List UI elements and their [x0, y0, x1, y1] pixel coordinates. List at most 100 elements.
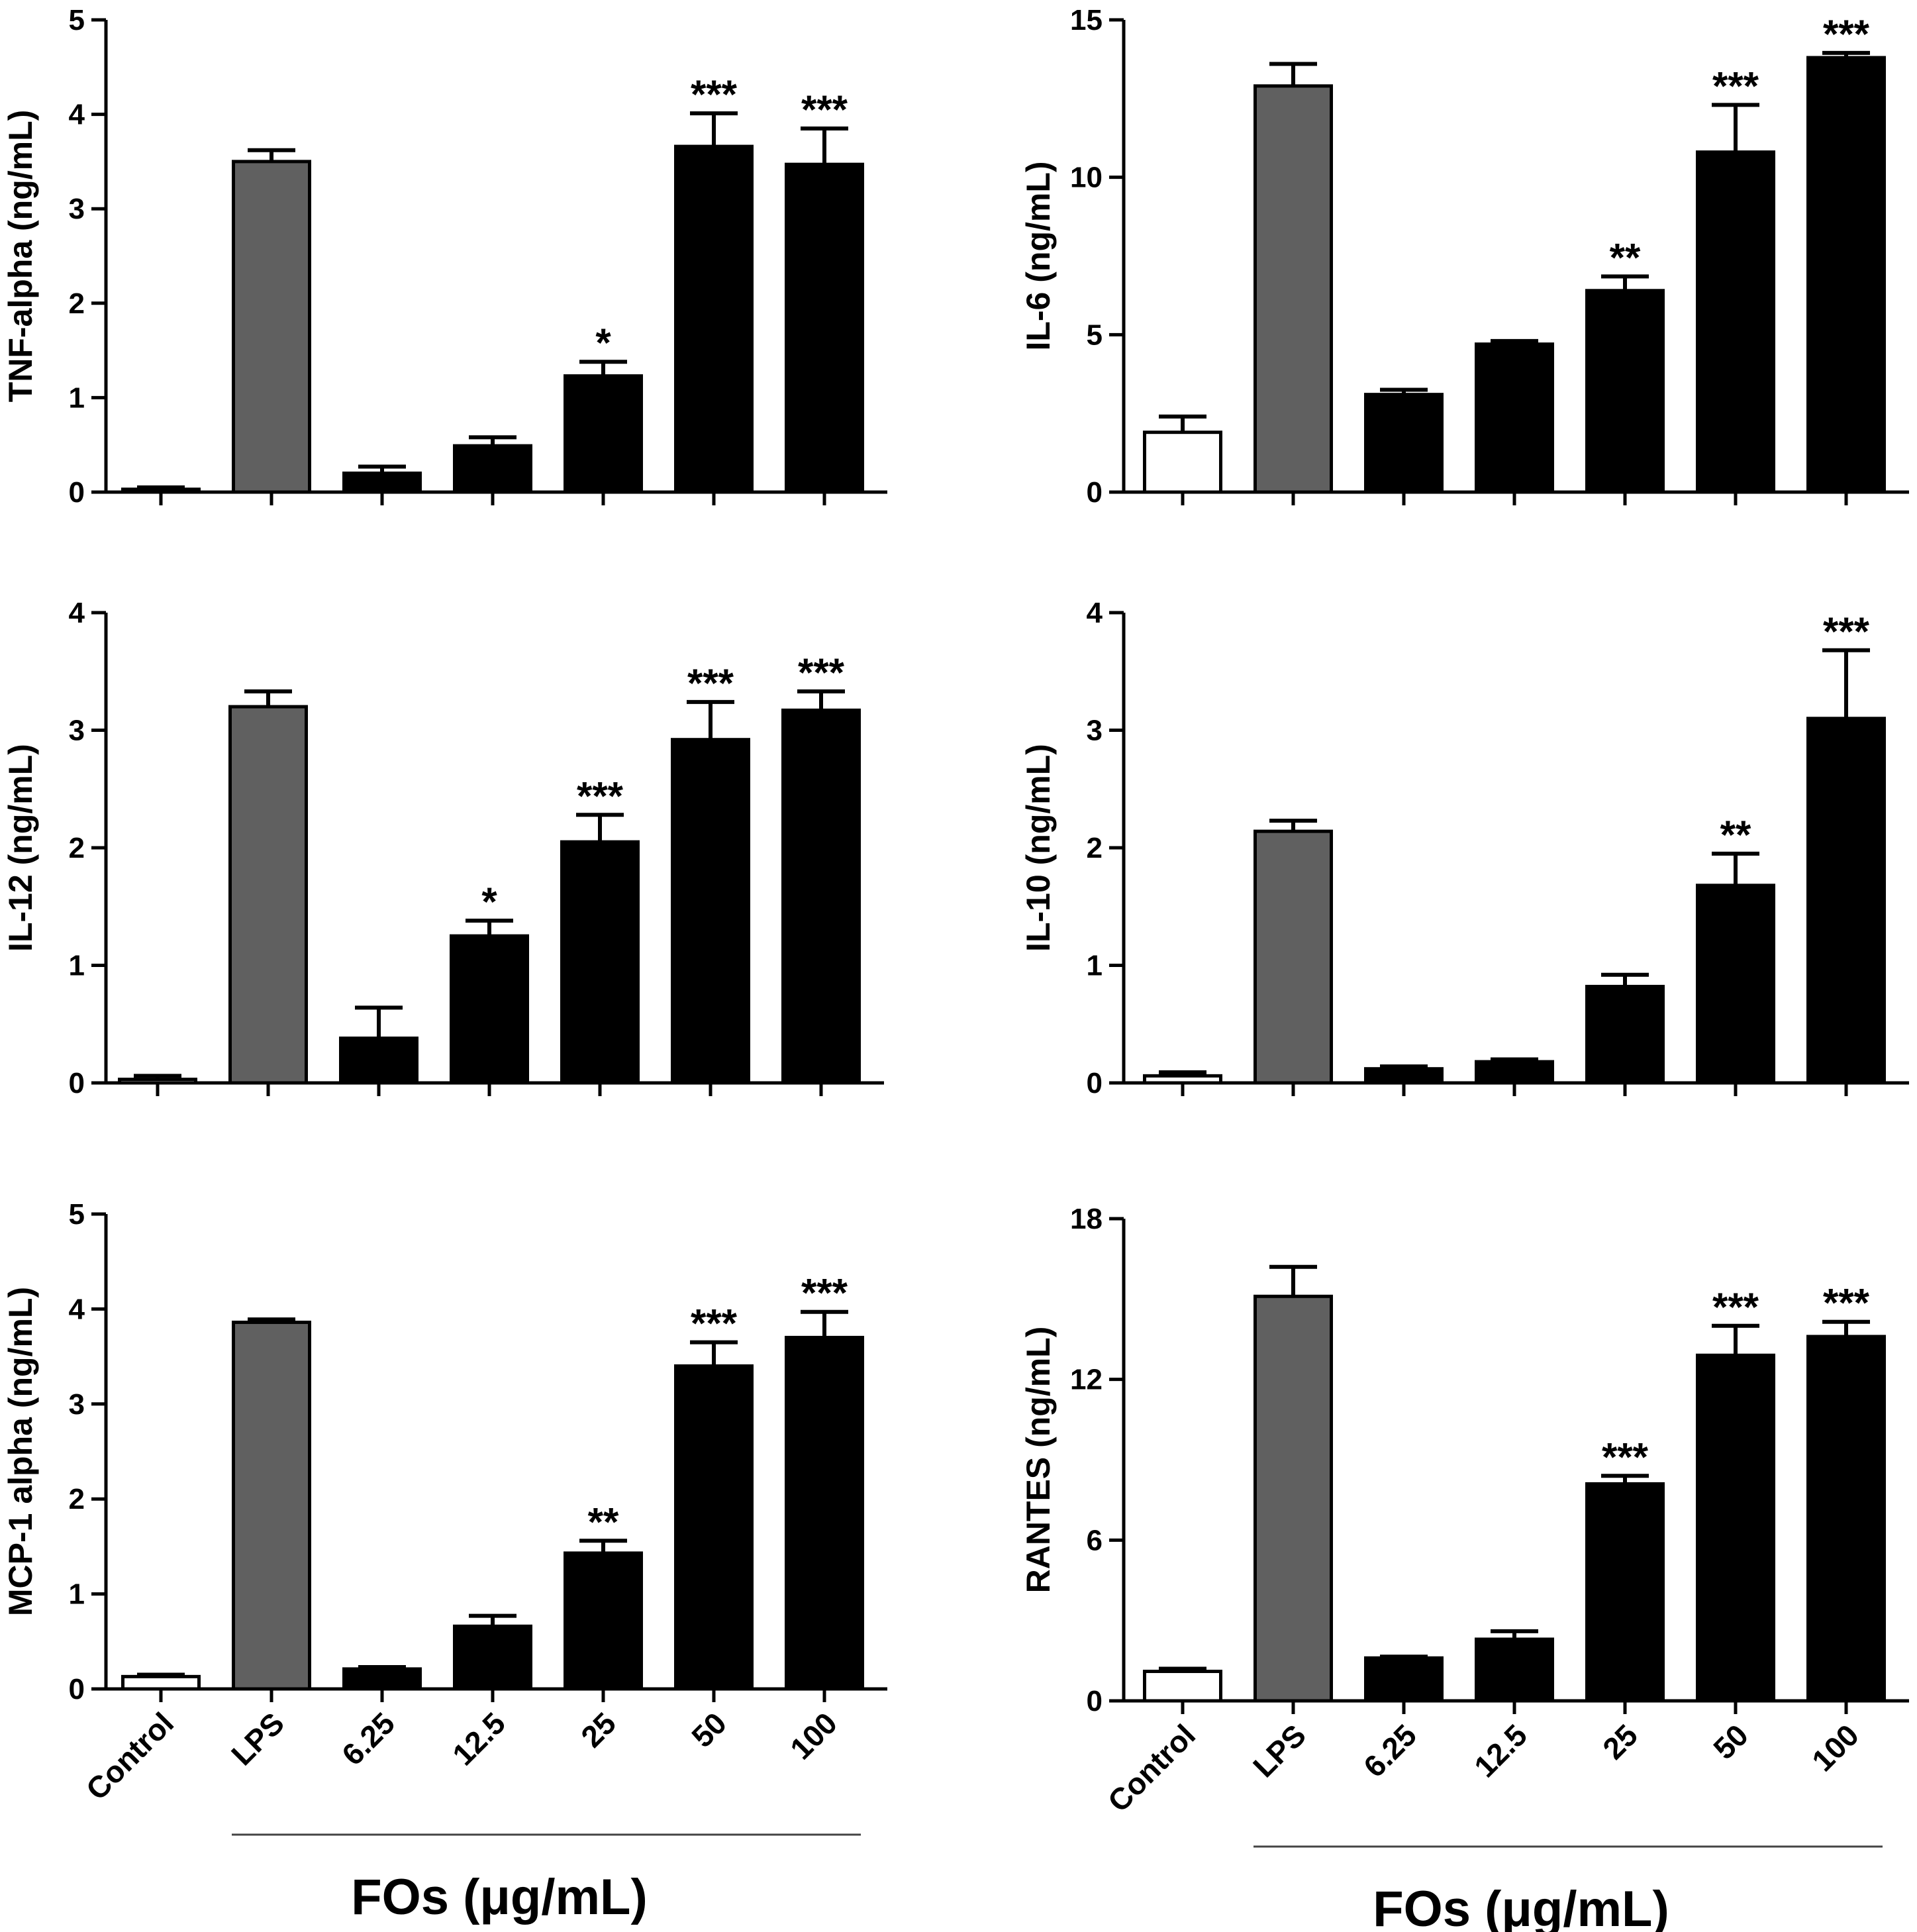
- category-label: 100: [783, 1705, 844, 1766]
- bar-control: [1143, 1670, 1222, 1703]
- bar-lps: [1253, 1294, 1333, 1703]
- bar-control: [1143, 1074, 1222, 1085]
- bar-lps: [1253, 84, 1333, 494]
- y-tick-label: 0: [1087, 1067, 1103, 1099]
- significance-marker: **: [588, 1500, 619, 1544]
- bar-50: [674, 1364, 754, 1691]
- significance-marker: ***: [1712, 64, 1759, 108]
- bar-25: [1585, 289, 1665, 494]
- significance-marker: ***: [1823, 12, 1870, 56]
- y-tick-label: 0: [1087, 1685, 1103, 1717]
- y-axis-label: IL-6 (ng/mL): [1020, 161, 1057, 350]
- y-tick-label: 1: [69, 381, 85, 414]
- bar-100: [781, 708, 861, 1085]
- category-label: LPS: [1246, 1717, 1312, 1784]
- x-axis-title: FOs (μg/mL): [351, 1869, 648, 1925]
- bar-100: [1806, 1335, 1886, 1703]
- y-tick-label: 15: [1070, 4, 1103, 36]
- significance-marker: ***: [687, 661, 734, 705]
- category-label: LPS: [224, 1705, 291, 1772]
- y-axis-label: MCP-1 alpha (ng/mL): [2, 1287, 39, 1616]
- category-label: 50: [685, 1705, 733, 1754]
- bar-12-5: [1475, 1637, 1554, 1703]
- significance-marker: ***: [577, 774, 624, 818]
- bar-6-25: [342, 1667, 422, 1691]
- bar-control: [1143, 431, 1222, 494]
- y-tick-label: 2: [69, 832, 85, 864]
- bar-100: [785, 1335, 864, 1691]
- y-tick-label: 5: [69, 4, 85, 36]
- bar-6-25: [342, 471, 422, 494]
- y-tick-label: 1: [69, 950, 85, 982]
- y-axis-label: IL-10 (ng/mL): [1020, 744, 1057, 952]
- category-label: 50: [1706, 1717, 1755, 1766]
- y-tick-label: 4: [69, 1293, 85, 1325]
- y-axis-label: TNF-alpha (ng/mL): [2, 110, 39, 403]
- bar-lps: [232, 1320, 311, 1691]
- y-tick-label: 1: [69, 1578, 85, 1611]
- bar-50: [671, 738, 750, 1085]
- category-label: Control: [79, 1705, 180, 1806]
- bar-100: [1806, 717, 1886, 1085]
- significance-marker: **: [1720, 813, 1751, 857]
- y-tick-label: 4: [69, 597, 85, 629]
- bar-50: [1696, 884, 1775, 1085]
- bar-6-25: [1364, 393, 1444, 494]
- bar-12-5: [453, 1624, 532, 1691]
- category-label: 25: [574, 1705, 622, 1754]
- y-tick-label: 4: [69, 99, 85, 131]
- bar-25: [560, 840, 640, 1085]
- significance-marker: ***: [1823, 1281, 1870, 1325]
- bar-6-25: [1364, 1656, 1444, 1703]
- x-axis-title: FOs (μg/mL): [1373, 1881, 1669, 1932]
- bar-lps: [228, 705, 308, 1085]
- y-tick-label: 6: [1087, 1524, 1103, 1556]
- y-tick-label: 5: [1087, 319, 1103, 351]
- significance-marker: ***: [798, 650, 845, 695]
- category-label: 12.5: [1467, 1717, 1534, 1784]
- y-tick-label: 10: [1070, 162, 1103, 194]
- y-axis-label: IL-12 (ng/mL): [2, 744, 39, 952]
- bar-25: [1585, 984, 1665, 1085]
- panel-rantes: 0 6 12 18 RANTES (ng/mL) Control LPS 6.25 12.5 **…: [1020, 1203, 1909, 1932]
- bar-12-5: [453, 444, 532, 494]
- bar-12-5: [1475, 1060, 1554, 1085]
- y-tick-label: 0: [69, 1673, 85, 1705]
- bar-100: [785, 162, 864, 494]
- category-label: Control: [1101, 1717, 1202, 1818]
- y-tick-label: 2: [1087, 832, 1103, 864]
- bar-lps: [1253, 829, 1333, 1085]
- bar-50: [1696, 150, 1775, 494]
- category-label: 12.5: [446, 1705, 512, 1772]
- significance-marker: ***: [1602, 1435, 1649, 1479]
- bar-12-5: [450, 934, 529, 1085]
- bar-50: [1696, 1353, 1775, 1703]
- bar-6-25: [339, 1037, 418, 1085]
- y-tick-label: 3: [69, 1388, 85, 1421]
- significance-marker: ***: [1823, 609, 1870, 654]
- bar-6-25: [1364, 1067, 1444, 1085]
- y-tick-label: 4: [1087, 597, 1103, 629]
- y-tick-label: 3: [1087, 715, 1103, 747]
- y-tick-label: 2: [69, 1483, 85, 1515]
- significance-marker: ***: [1712, 1285, 1759, 1329]
- bar-25: [564, 1551, 643, 1691]
- y-tick-label: 18: [1070, 1203, 1103, 1235]
- bar-25: [564, 374, 643, 494]
- significance-marker: ***: [801, 1271, 848, 1315]
- y-tick-label: 1: [1087, 950, 1103, 982]
- bar-control: [121, 487, 201, 494]
- category-label: 100: [1805, 1717, 1865, 1778]
- bar-25: [1585, 1482, 1665, 1703]
- category-label: 6.25: [1357, 1717, 1423, 1784]
- bar-12-5: [1475, 342, 1554, 494]
- significance-marker: **: [1610, 235, 1641, 280]
- bar-lps: [232, 160, 311, 494]
- significance-marker: ***: [691, 1301, 738, 1346]
- category-label: 6.25: [335, 1705, 401, 1772]
- bar-50: [674, 144, 754, 494]
